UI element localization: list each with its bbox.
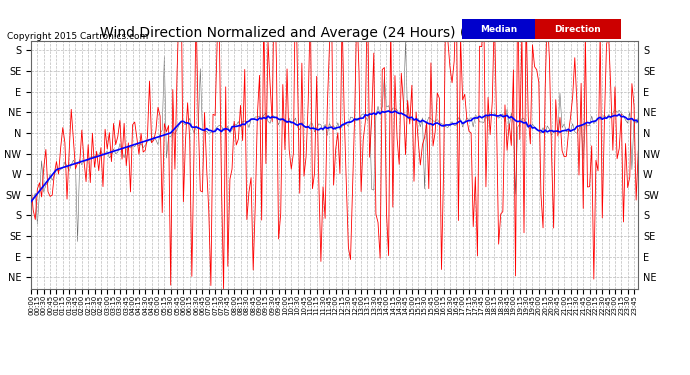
Text: Copyright 2015 Cartronics.com: Copyright 2015 Cartronics.com: [7, 32, 148, 41]
Text: Direction: Direction: [555, 25, 601, 34]
Title: Wind Direction Normalized and Average (24 Hours) (Old) 20150530: Wind Direction Normalized and Average (2…: [100, 26, 569, 40]
Text: Median: Median: [480, 25, 517, 34]
